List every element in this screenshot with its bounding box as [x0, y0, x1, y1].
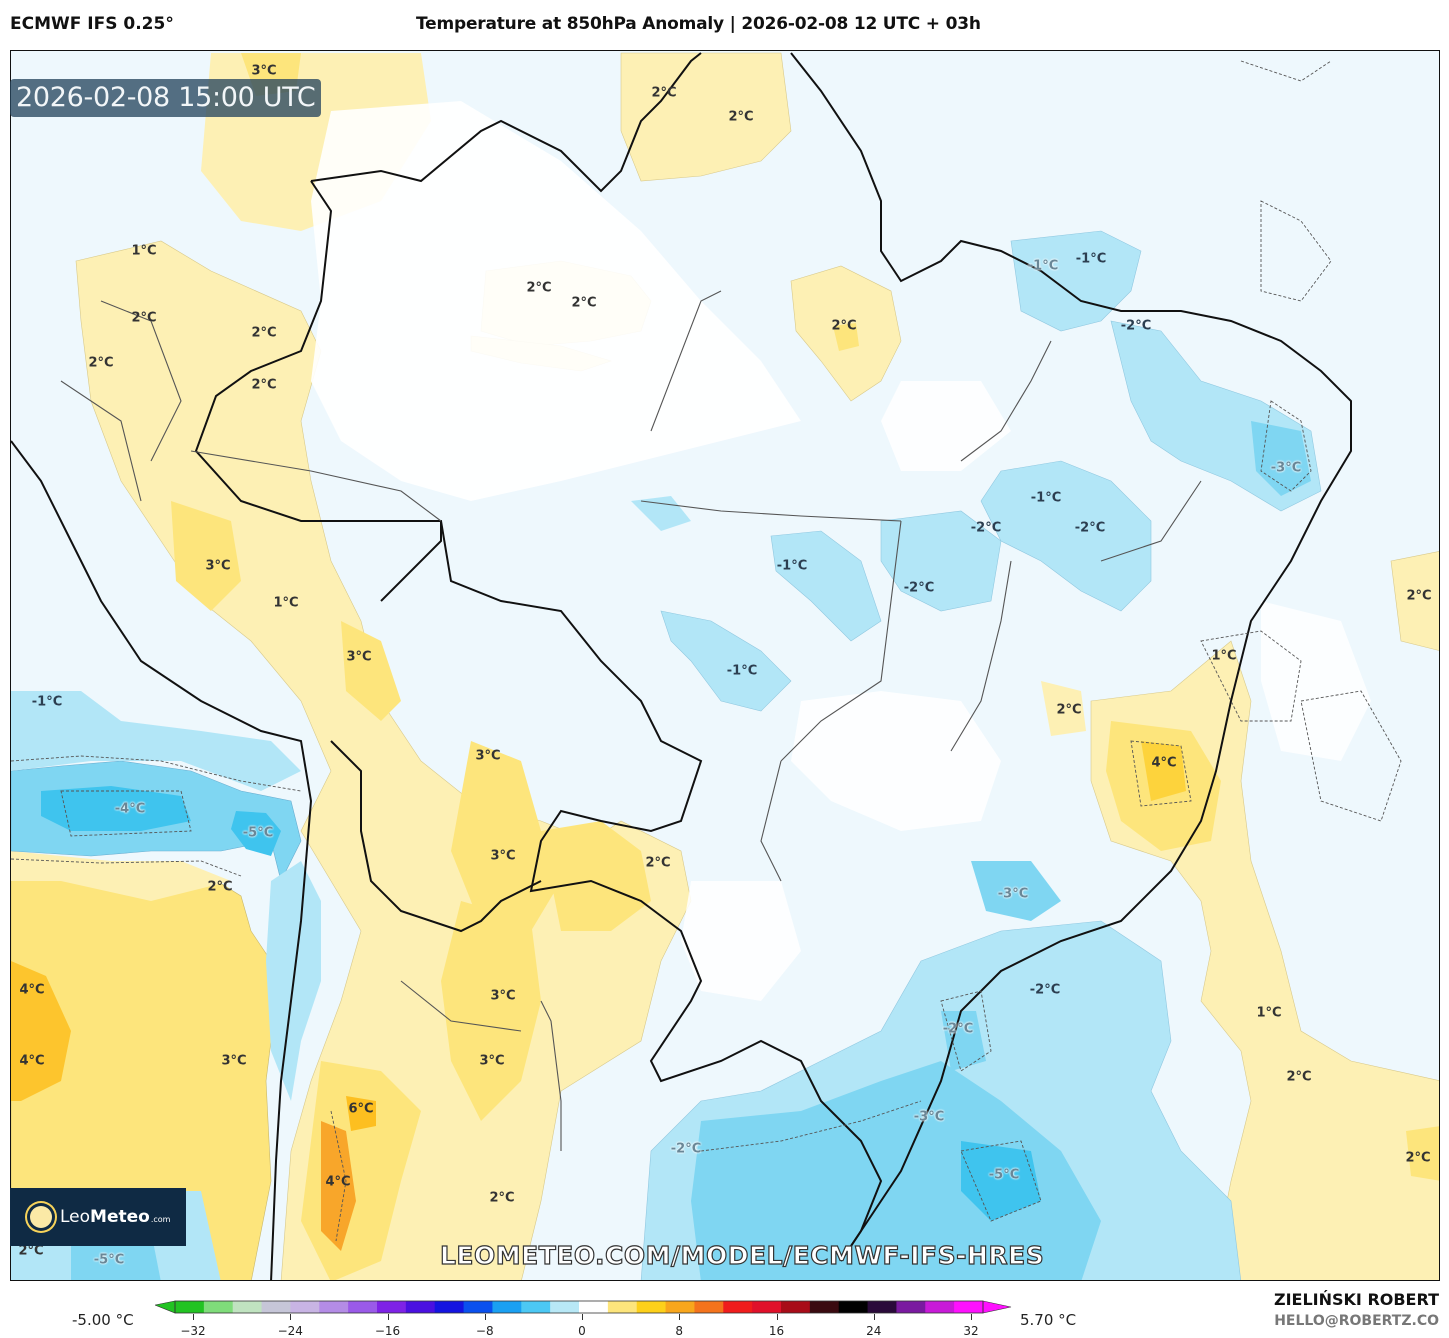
contour-label: -2°C [903, 580, 935, 596]
contour-label: 2°C [1056, 702, 1082, 718]
contour-label: 2°C [571, 295, 597, 311]
contour-label: 3°C [490, 848, 516, 864]
colorbar-tick-label: 32 [963, 1324, 979, 1338]
colorbar-tickmark [582, 1314, 583, 1320]
contour-label: 4°C [19, 1053, 45, 1069]
colorbar [155, 1300, 1012, 1314]
valid-time-badge: 2026-02-08 15:00 UTC [10, 79, 322, 117]
contour-label: 1°C [1211, 648, 1237, 664]
contour-label: 1°C [131, 243, 157, 259]
contour-label: -2°C [942, 1021, 974, 1037]
contour-label: 4°C [19, 982, 45, 998]
model-url-watermark: LEOMETEO.COM/MODEL/ECMWF-IFS-HRES [439, 1240, 1045, 1270]
contour-label: -3°C [913, 1109, 945, 1125]
contour-label: 2°C [18, 1243, 44, 1259]
colorbar-tickmark [484, 1314, 486, 1320]
contour-label: 6°C [348, 1101, 374, 1117]
contour-label: -3°C [997, 886, 1029, 902]
contour-label: -1°C [726, 663, 758, 679]
author-name: ZIELIŃSKI ROBERT [1273, 1290, 1439, 1309]
contour-label: 4°C [325, 1174, 351, 1190]
colorbar-tick-label: −32 [180, 1324, 206, 1338]
contour-label: 2°C [645, 855, 671, 871]
contour-label: 2°C [728, 109, 754, 125]
contour-label: -5°C [988, 1167, 1020, 1183]
chart-title: Temperature at 850hPa Anomaly | 2026-02-… [416, 14, 981, 34]
contour-label: 2°C [526, 280, 552, 296]
contour-label: -2°C [1074, 520, 1106, 536]
contour-label: 3°C [490, 988, 516, 1004]
model-name: ECMWF IFS 0.25° [10, 14, 174, 34]
contour-label: 2°C [831, 318, 857, 334]
colorbar-tickmark [971, 1314, 972, 1320]
contour-label: 3°C [475, 748, 501, 764]
logo-text: LeoMeteo.com [60, 1207, 171, 1227]
contour-label: 1°C [1256, 1005, 1282, 1021]
contour-label: 3°C [251, 63, 277, 79]
contour-label: -2°C [970, 520, 1002, 536]
contour-label: 3°C [479, 1053, 505, 1069]
cold-region-northeast [1010, 230, 1142, 332]
contour-label: 3°C [346, 649, 372, 665]
contour-label: 2°C [1405, 1150, 1431, 1166]
contour-label: 3°C [205, 558, 231, 574]
colorbar-tick-label: −8 [475, 1324, 494, 1338]
contour-label: 1°C [273, 595, 299, 611]
contour-label: 3°C [221, 1053, 247, 1069]
contour-label: -5°C [93, 1252, 125, 1268]
contour-label: -3°C [1270, 460, 1302, 476]
colorbar-tick-label: 8 [675, 1324, 684, 1338]
colorbar-tickmark [193, 1314, 194, 1320]
contour-label: 2°C [88, 355, 114, 371]
contour-label: 2°C [651, 85, 677, 101]
contour-label: -5°C [242, 825, 274, 841]
colorbar-max-value: 5.70 °C [1020, 1311, 1077, 1329]
colorbar-tickmark [387, 1314, 389, 1320]
colorbar-tickmark [873, 1314, 875, 1320]
contour-label: 2°C [1286, 1069, 1312, 1085]
warm-region-andes [75, 240, 692, 1280]
colorbar-tick-label: 24 [866, 1324, 882, 1338]
contour-label: 2°C [131, 310, 157, 326]
contour-label: -1°C [776, 558, 808, 574]
anomaly-map: 3°C 2°C 2°C 1°C 2°C 2°C 2°C 2°C 2°C 2°C 2°C -1°C -1°… [10, 50, 1440, 1281]
contour-label: 2°C [251, 377, 277, 393]
colorbar-tickmark [776, 1314, 778, 1320]
warm-region-guianas [620, 52, 792, 182]
contour-label: 2°C [251, 325, 277, 341]
colorbar-tickmark [679, 1314, 681, 1320]
border-brazil-north [194, 180, 883, 1262]
leometeo-logo[interactable]: LeoMeteo.com [10, 1188, 186, 1246]
contour-label: -2°C [1120, 318, 1152, 334]
sun-icon [30, 1206, 52, 1228]
contour-label: 2°C [1406, 588, 1432, 604]
contour-label: -2°C [670, 1141, 702, 1157]
contour-label: 4°C [1151, 755, 1177, 771]
contour-label: -1°C [1075, 251, 1107, 267]
colorbar-min-value: -5.00 °C [72, 1311, 134, 1329]
colorbar-tick-label: −24 [277, 1324, 303, 1338]
colorbar-tick-label: 0 [578, 1324, 586, 1338]
contour-label: -1°C [1027, 258, 1059, 274]
contour-label: 2°C [207, 879, 233, 895]
contour-label: -1°C [1030, 490, 1062, 506]
anomaly-field [11, 52, 1439, 1280]
colorbar-tick-label: 16 [768, 1324, 785, 1338]
colorbar-tick-label: −16 [374, 1324, 401, 1338]
contour-label: 2°C [489, 1190, 515, 1206]
coast-brazil [790, 52, 1352, 1262]
contour-label: -4°C [114, 801, 146, 817]
contour-label: -1°C [31, 694, 63, 710]
author-email[interactable]: HELLO@ROBERTZ.CO [1274, 1313, 1439, 1329]
colorbar-tickmark [290, 1314, 292, 1320]
coast-pacific [11, 440, 313, 1280]
contour-label: -2°C [1029, 982, 1061, 998]
